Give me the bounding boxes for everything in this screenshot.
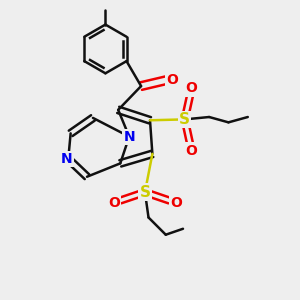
Text: O: O bbox=[170, 196, 182, 210]
Text: O: O bbox=[108, 196, 120, 210]
Text: N: N bbox=[61, 152, 73, 166]
Text: N: N bbox=[123, 130, 135, 144]
Text: O: O bbox=[185, 82, 197, 95]
Text: O: O bbox=[185, 144, 197, 158]
Text: O: O bbox=[167, 73, 178, 87]
Text: S: S bbox=[179, 112, 190, 127]
Text: S: S bbox=[140, 185, 150, 200]
